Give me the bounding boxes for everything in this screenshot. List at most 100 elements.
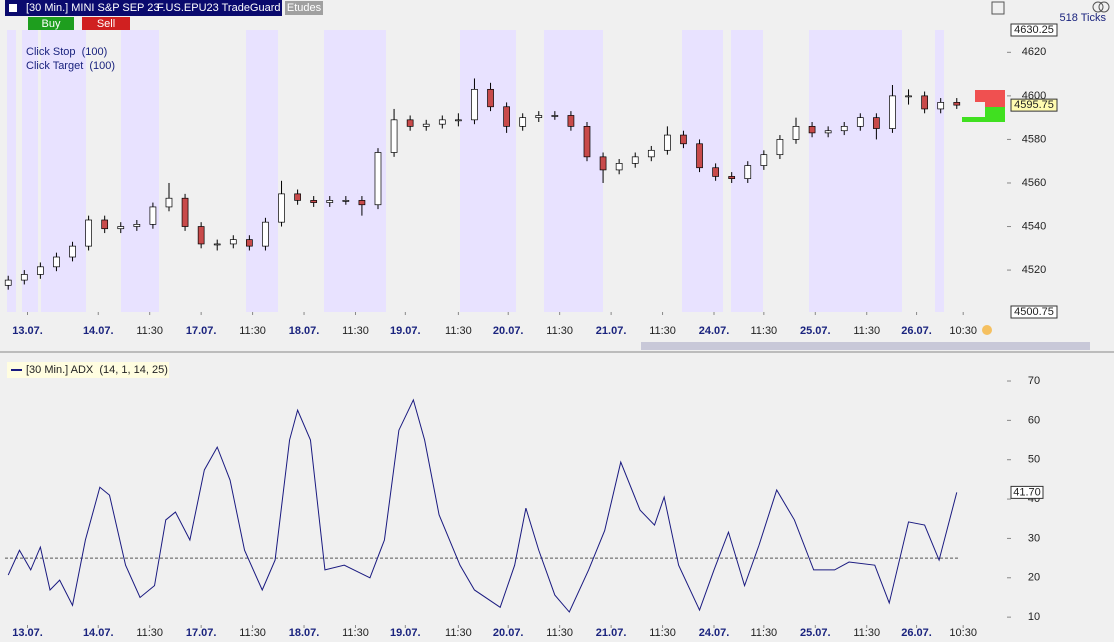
candle-body [583,126,591,158]
candle-body [455,119,462,122]
symbol: [30 Min.] MINI S&P SEP 23 [26,2,160,14]
candle-body [519,117,527,127]
candle-body [840,126,848,132]
x-tick-label: 17.07. [186,627,217,639]
x-tick-label: 11:30 [750,325,777,337]
x-tick-label: 17.07. [186,325,217,337]
x-tick-label: 11:30 [649,627,676,639]
depth-bid [962,117,1005,122]
y-tick-label: 60 [1028,414,1040,426]
collapse-icon[interactable] [9,4,17,12]
candle-body [262,221,269,247]
x-tick-label: 26.07. [901,325,932,337]
x-tick-label: 24.07. [699,627,730,639]
candle-body [406,119,414,127]
x-tick-label: 14.07. [83,627,114,639]
sell-button[interactable] [82,17,130,30]
x-tick-label: 11:30 [136,325,163,337]
y-tick-label: 4540 [1022,220,1046,232]
candle-body [680,134,687,145]
candle-body [117,226,125,230]
candle-body [615,163,623,171]
x-tick-label: 13.07. [12,627,43,639]
link-icon[interactable] [1092,1,1104,13]
x-tick-label: 19.07. [390,627,421,639]
candle-body [889,95,896,129]
scrollbar[interactable] [641,342,1090,350]
y-tick-label: 20 [1028,572,1040,584]
order-info: Click Stop (100) [26,46,107,58]
x-tick-label: 26.07. [901,627,932,639]
y-tick-label: 4580 [1022,133,1046,145]
etudes-label: Etudes [287,2,322,14]
candle-body [599,156,607,171]
x-tick-label: 19.07. [390,325,421,337]
candle-body [856,117,864,127]
candle-body [37,266,44,275]
x-tick-label: 10:30 [949,627,977,639]
candle-body [4,279,12,286]
candle-body [824,130,832,134]
session-band [41,30,86,312]
x-tick-label: 11:30 [239,325,266,337]
candle-body [342,200,350,202]
y-tick-label: 4520 [1022,264,1046,276]
candle-body [278,193,285,223]
candle-body [294,193,301,201]
candle-body [374,152,382,206]
candle-body [69,245,76,258]
x-tick-label: 18.07. [289,627,320,639]
order-info: Click Target (100) [26,60,115,72]
candle-body [197,226,205,245]
y-tick-label: 4620 [1022,46,1046,58]
candle-body [696,143,703,169]
x-tick-label: 11:30 [750,627,777,639]
candle-body [873,117,880,129]
axis-limit-label: 4630.25 [1014,24,1054,36]
candle-body [358,200,366,206]
candle-body [567,115,575,127]
axis-limit-box [1010,23,1058,37]
session-band [544,30,603,312]
x-tick-label: 24.07. [699,325,730,337]
last-value-box [1010,485,1044,499]
buy-label: Buy [42,18,61,30]
x-tick-label: 11:30 [546,627,573,639]
candle-body [647,149,655,158]
x-tick-label: 11:30 [546,325,573,337]
link-icon[interactable] [1098,1,1110,13]
candle-body [712,167,719,177]
x-tick-label: 21.07. [596,325,627,337]
x-tick-label: 11:30 [853,325,880,337]
candle-body [953,102,961,106]
session-band [246,30,278,312]
x-tick-label: 11:30 [239,627,266,639]
candle-body [551,115,559,117]
etudes-button[interactable] [285,1,323,15]
x-tick-label: 25.07. [800,325,831,337]
adx-line [7,398,958,613]
x-tick-label: 11:30 [342,627,369,639]
x-tick-label: 11:30 [853,627,880,639]
candle-body [471,88,478,121]
x-tick-label: 18.07. [289,325,320,337]
candle-body [487,88,494,108]
tick-count: 518 Ticks [1060,12,1107,24]
x-tick-label: 21.07. [596,627,627,639]
x-tick-label: 11:30 [445,325,472,337]
buy-button[interactable] [28,17,74,30]
grid-icon[interactable] [991,1,1005,15]
x-tick-label: 11:30 [649,325,676,337]
candle-body [213,243,221,246]
candle-body [133,224,141,227]
session-band [809,30,902,312]
y-tick-label: 4560 [1022,177,1046,189]
candle-body [53,256,60,268]
candle-body [937,102,945,110]
x-tick-label: 14.07. [83,325,114,337]
candle-body [728,176,736,179]
candle-body [905,95,912,98]
candle-body [326,200,334,203]
session-band [121,30,159,312]
